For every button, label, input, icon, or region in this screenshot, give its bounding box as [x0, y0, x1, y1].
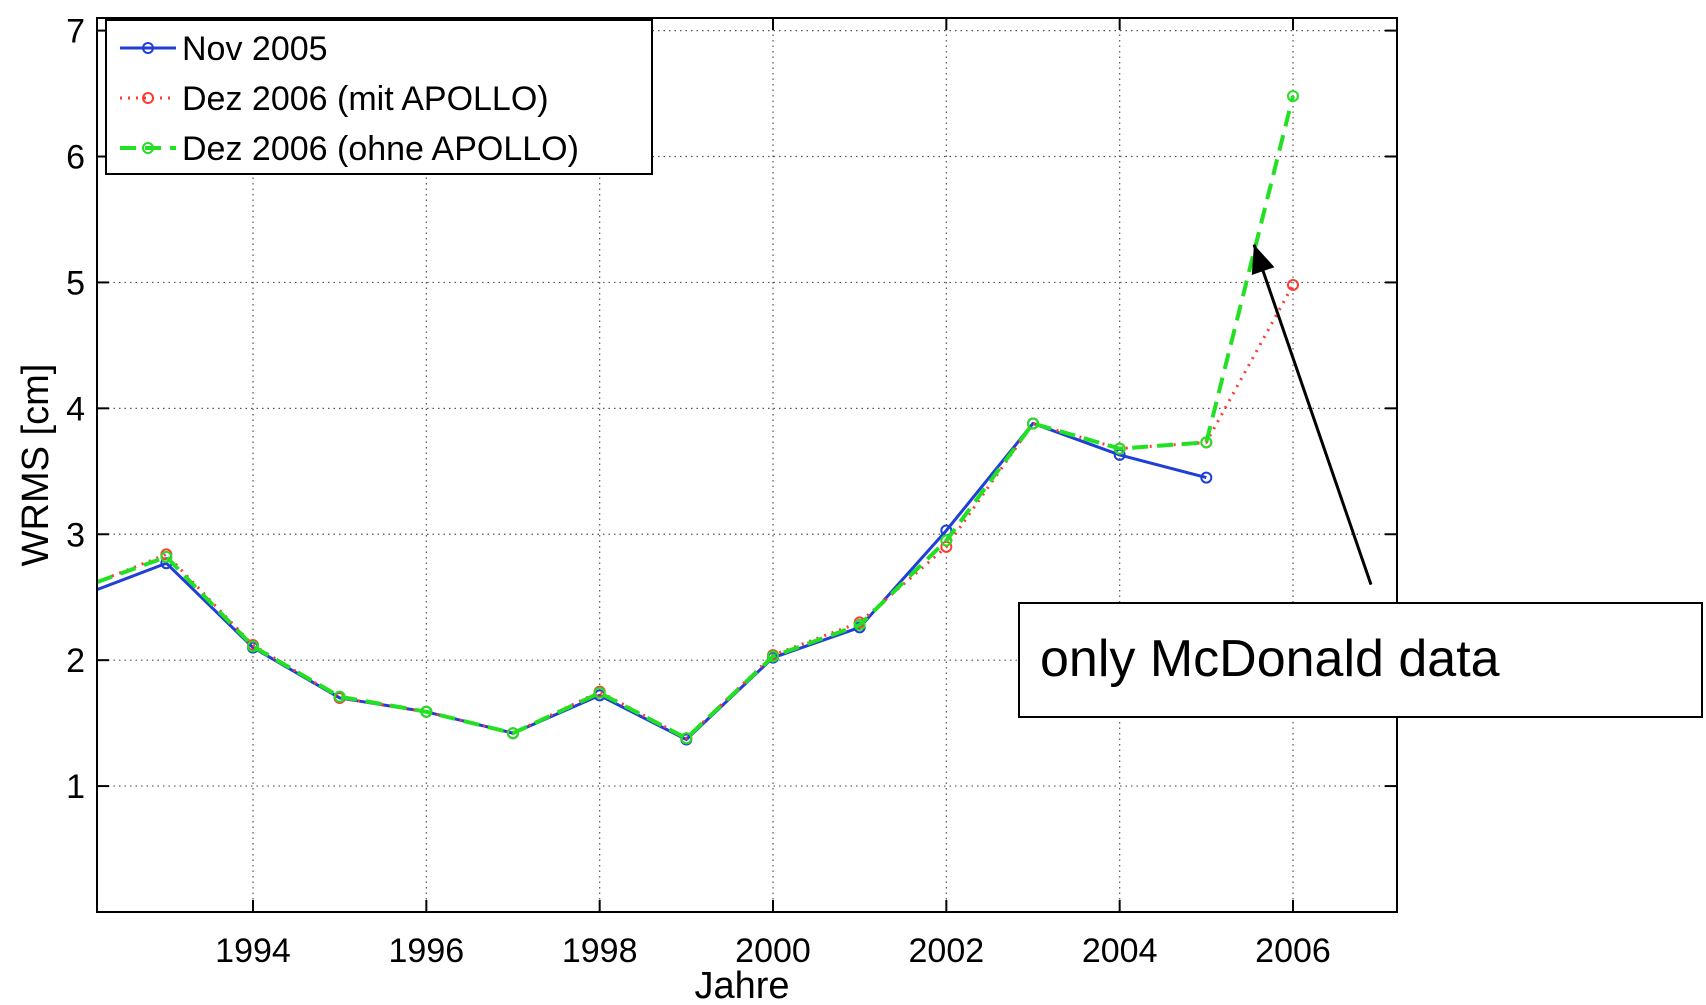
data-point: [507, 727, 519, 740]
data-point: [420, 705, 433, 718]
legend-entry-2: Dez 2006 (ohne APOLLO): [182, 130, 579, 168]
y-tick-label: 6: [66, 139, 85, 177]
x-tick-label: 2000: [735, 932, 811, 970]
x-tick-label: 2004: [1082, 932, 1158, 970]
y-axis-title: WRMS [cm]: [15, 364, 57, 567]
legend-entry-0: Nov 2005: [182, 30, 328, 68]
x-tick-label: 1996: [389, 932, 465, 970]
series-line-2: [96, 95, 1295, 741]
data-point: [767, 650, 779, 663]
annotation-text: only McDonald data: [1040, 630, 1500, 688]
plot-frame: [96, 17, 1398, 913]
series-lines: [96, 90, 1299, 746]
legend-entry-1: Dez 2006 (mit APOLLO): [182, 80, 549, 118]
x-tick-label: 1998: [562, 932, 638, 970]
x-tick-label: 1994: [215, 932, 291, 970]
annotation-arrow-line: [1252, 244, 1373, 586]
data-point: [1113, 442, 1126, 455]
x-tick-label: 2006: [1255, 932, 1331, 970]
annotation-arrow-head: [1251, 244, 1275, 276]
y-tick-label: 4: [66, 390, 85, 428]
data-point: [593, 686, 606, 699]
legend: Nov 2005 Dez 2006 (mit APOLLO) Dez 2006 (o…: [105, 19, 653, 175]
data-point: [1027, 417, 1039, 430]
y-tick-label: 2: [66, 642, 85, 680]
x-tick-label: 2002: [909, 932, 985, 970]
data-point: [333, 690, 346, 703]
data-point: [1200, 471, 1213, 484]
y-tick-label: 7: [66, 13, 85, 51]
data-point: [1287, 278, 1299, 291]
x-axis-title: Jahre: [694, 965, 789, 1005]
y-tick-label: 3: [66, 516, 85, 554]
legend-box: [105, 19, 653, 175]
annotation-box: [1018, 602, 1703, 718]
y-tick-label: 5: [66, 264, 85, 302]
data-point: [1200, 436, 1213, 449]
y-tick-label: 1: [66, 768, 85, 806]
data-point: [680, 732, 693, 745]
tick-labels: 1994 1996 1998 2000 2002 2004 2006 1 2 3 4 5 6 7: [66, 13, 1331, 970]
legend-marker-2: [142, 142, 154, 154]
legend-marker-0: [142, 42, 154, 54]
data-point: [940, 534, 953, 547]
data-point: [247, 640, 259, 653]
data-point: [160, 550, 173, 563]
annotation: only McDonald data: [1018, 244, 1703, 718]
data-point: [853, 618, 866, 631]
legend-marker-1: [142, 92, 154, 104]
data-point: [1287, 90, 1299, 103]
